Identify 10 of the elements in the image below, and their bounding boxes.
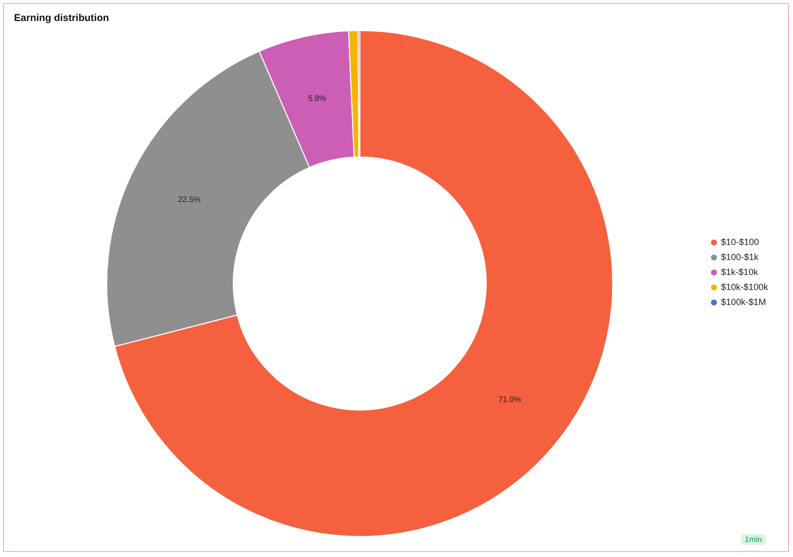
legend-label: $10-$100 xyxy=(720,236,760,247)
data-label: 5.8% xyxy=(308,94,326,103)
chart-title: Earning distribution xyxy=(14,12,109,24)
legend-label: $100-$1k xyxy=(720,252,759,262)
text: 1min xyxy=(740,534,766,545)
legend-label: $1k-$10k xyxy=(720,266,758,277)
legend-label: $10k-$100k xyxy=(720,282,768,292)
data-label: 71.0% xyxy=(498,395,522,404)
data-label: 22.5% xyxy=(178,195,201,204)
legend-label: $100k-$1M xyxy=(720,296,766,307)
